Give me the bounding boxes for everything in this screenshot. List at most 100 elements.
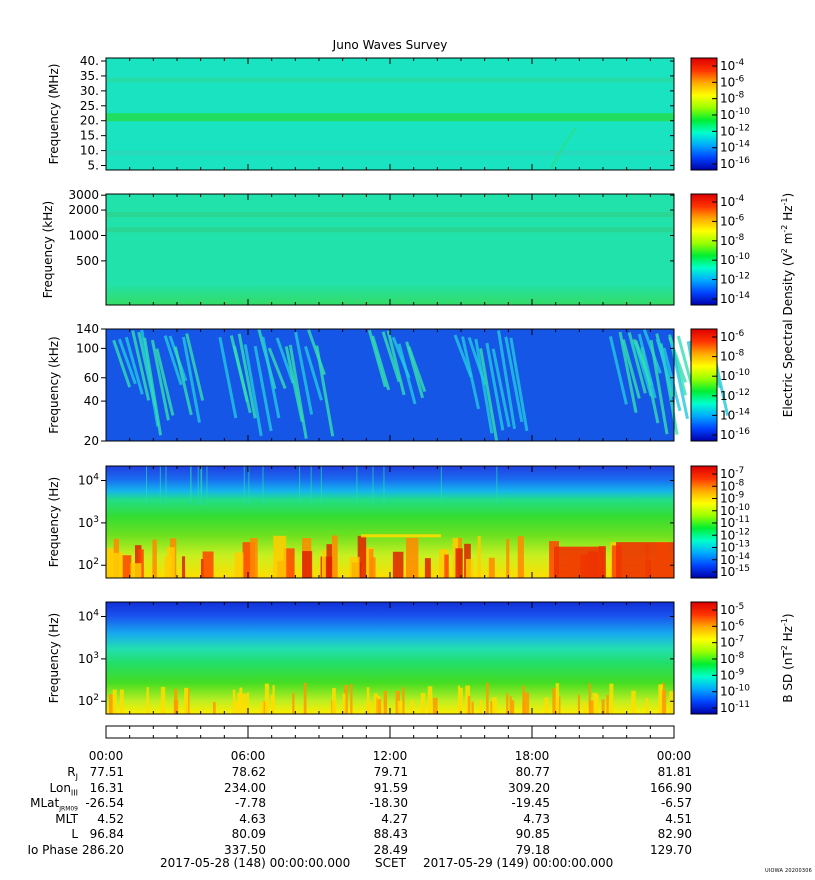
intensity-patch <box>397 700 403 714</box>
colorbar <box>690 465 718 579</box>
intensity-patch <box>432 697 438 714</box>
emission-streak <box>190 466 192 506</box>
ephemeris-value: 80.09 <box>231 827 266 842</box>
intensity-patch <box>544 697 549 714</box>
ephemeris-value: 79.71 <box>373 765 408 779</box>
burst-stroke <box>405 341 425 399</box>
emission-band <box>106 113 674 122</box>
ephemeris-row-label: LonIII <box>49 780 79 797</box>
burst-stroke <box>649 339 669 435</box>
intensity-patch <box>383 690 388 714</box>
intensity-patch <box>262 701 267 714</box>
emission-streak <box>159 466 161 506</box>
ephemeris-value: -26.54 <box>85 796 124 811</box>
ephemeris-value: 16.31 <box>89 780 124 795</box>
intensity-patch <box>465 685 471 714</box>
intensity-patch <box>405 537 419 578</box>
ephemeris-value: 96.84 <box>89 827 124 842</box>
intensity-patch <box>122 555 132 578</box>
burst-stroke <box>243 344 263 437</box>
intensity-patch <box>392 551 404 578</box>
ephemeris-row-label: MLatJRM09 <box>30 796 78 813</box>
ephemeris-value: -19.45 <box>511 796 550 811</box>
emission-line <box>361 534 441 538</box>
burst-stroke <box>173 346 193 416</box>
ephemeris-value: 129.70 <box>650 843 692 857</box>
intensity-patch <box>606 694 609 714</box>
burst-stroke <box>367 329 387 388</box>
burst-stroke <box>253 345 273 432</box>
ephemeris-value: 90.85 <box>515 827 550 842</box>
emission-streak <box>262 466 264 506</box>
burst-stroke <box>143 337 163 436</box>
burst-stroke <box>182 336 201 423</box>
intensity-patch <box>509 696 512 714</box>
colorbar-tick-label: 10-9 <box>720 667 745 682</box>
intensity-patch <box>631 690 636 714</box>
intensity-patch <box>377 699 382 714</box>
emission-streak <box>201 466 203 506</box>
colorbar-tick-label: 10-10 <box>720 107 750 122</box>
burst-stroke <box>479 348 499 442</box>
y-tick-label: 102 <box>78 693 99 708</box>
intensity-patch <box>410 699 414 714</box>
intensity-patch <box>669 691 675 714</box>
colorbar-tick-label: 10-10 <box>720 252 750 267</box>
burst-stroke <box>397 343 417 405</box>
ephemeris-value: 79.18 <box>515 843 550 857</box>
intensity-patch <box>349 556 360 578</box>
y-axis-label: Frequency (kHz) <box>41 201 55 298</box>
intensity-patch <box>108 552 121 578</box>
intensity-patch <box>134 545 142 578</box>
emission-band <box>106 227 674 233</box>
colorbar-tick-label: 10-6 <box>720 329 745 344</box>
start-time-label: 2017-05-28 (148) 00:00:00.000 <box>160 856 351 870</box>
emission-streak <box>440 466 442 506</box>
intensity-patch <box>595 694 599 714</box>
y-tick-label: 140 <box>76 322 99 336</box>
ephemeris-value: 28.49 <box>373 843 408 857</box>
burst-stroke <box>261 336 281 419</box>
burst-stroke <box>371 335 391 391</box>
intensity-patch <box>601 699 605 714</box>
colorbar-tick-label: 10-8 <box>720 233 745 248</box>
y-tick-label: 20. <box>80 114 99 128</box>
y-tick-label: 30. <box>80 84 99 98</box>
intensity-patch <box>212 702 216 714</box>
emission-streak <box>165 466 167 506</box>
y-tick-label: 2000 <box>68 203 99 217</box>
colorbar-tick-label: 10-16 <box>720 427 750 442</box>
colorbar-tick-label: 10-16 <box>720 156 750 171</box>
y-tick-label: 35. <box>80 69 99 83</box>
time-tick-label: 00:00 <box>656 749 692 763</box>
ephemeris-value: 91.59 <box>373 780 408 795</box>
colorbar-tick-label: 10-14 <box>720 552 750 567</box>
time-tick-label: 18:00 <box>514 749 550 763</box>
intensity-patch <box>164 556 173 578</box>
colorbar-tick-label: 10-6 <box>720 618 745 633</box>
intensity-patch <box>459 687 463 714</box>
burst-stroke <box>315 345 335 437</box>
intensity-patch <box>366 687 370 714</box>
y-tick-label: 15. <box>80 129 99 143</box>
intensity-patch <box>486 682 489 714</box>
colorbar-tick-label: 10-7 <box>720 466 744 481</box>
intensity-patch <box>479 700 483 714</box>
y-tick-label: 60 <box>84 371 99 385</box>
intensity-patch <box>232 689 236 714</box>
burst-stroke <box>112 339 132 388</box>
colorbar-tick-label: 10-9 <box>720 491 745 506</box>
colorbar-tick-label: 10-11 <box>720 515 750 530</box>
ephemeris-value: 4.27 <box>381 811 408 826</box>
colorbar-tick-label: 10-4 <box>720 194 745 209</box>
ephemeris-value: 88.43 <box>373 827 408 842</box>
burst-stroke <box>504 336 524 423</box>
intensity-patch <box>589 700 594 714</box>
intensity-patch <box>420 693 426 714</box>
intensity-patch <box>250 538 258 578</box>
end-time-label: 2017-05-29 (149) 00:00:00.000 <box>423 856 614 870</box>
y-tick-label: 1000 <box>68 228 99 242</box>
burst-stroke <box>185 333 205 401</box>
intensity-patch <box>146 687 149 714</box>
